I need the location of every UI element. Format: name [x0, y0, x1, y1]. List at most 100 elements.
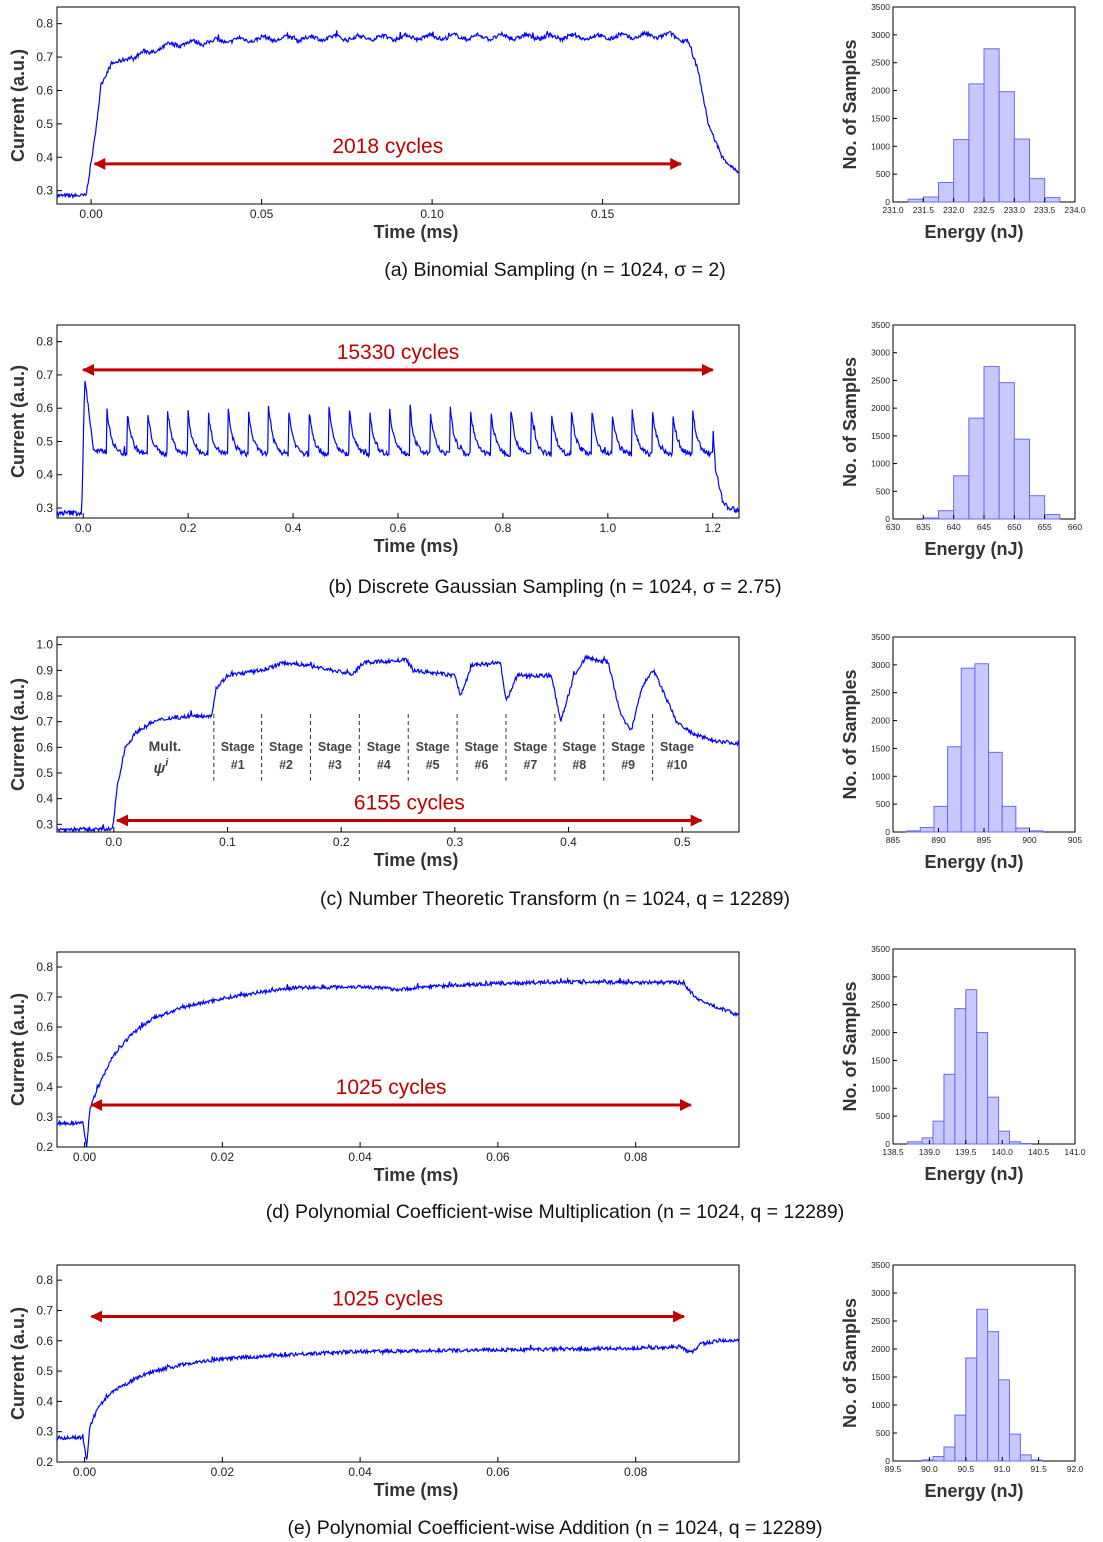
- hist-x-tick-label: 140.0: [992, 1147, 1014, 1157]
- stage-label: Stage: [318, 740, 352, 754]
- hist-y-tick-label: 2000: [871, 716, 890, 726]
- trace-axes-frame: [56, 324, 740, 519]
- histogram-bar: [1044, 514, 1061, 520]
- hist-y-tick-label: 500: [876, 1428, 890, 1438]
- histogram-b: 0 500 1000 1500 2000 2500 3000 3500 630 635 640 645…: [840, 320, 1082, 559]
- panel-d: 0.2 0.3 0.4 0.5 0.6 0.7 0.8 0.00 0.02 0.04 0.06 0.0…: [8, 944, 1086, 1223]
- y-tick-label: 0.8: [36, 689, 53, 703]
- stage-number: #8: [572, 758, 586, 772]
- histogram-bar: [1029, 495, 1046, 520]
- histogram-bar: [998, 1379, 1010, 1462]
- panel-caption: (b) Discrete Gaussian Sampling (n = 1024…: [328, 576, 781, 598]
- panel-a: 0.3 0.4 0.5 0.6 0.7 0.8 0.00 0.05 0.10 0.15 2018 c…: [8, 2, 1086, 281]
- psi-base: ψ: [154, 760, 166, 777]
- hist-x-tick-label: 140.5: [1028, 1147, 1050, 1157]
- y-tick-label: 0.4: [36, 792, 53, 806]
- hist-y-tick-label: 500: [876, 169, 890, 179]
- current-trace-line: [56, 976, 740, 1148]
- hist-x-tick-label: 640: [947, 522, 961, 532]
- histogram-bar: [938, 510, 955, 520]
- hist-y-tick-label: 0: [885, 1139, 890, 1149]
- histogram-a: 0 500 1000 1500 2000 2500 3000 3500 231.0 231.5 23…: [840, 2, 1086, 242]
- histogram-bar: [938, 182, 955, 203]
- hist-y-tick-label: 0: [885, 514, 890, 524]
- hist-x-tick-label: 234.0: [1064, 205, 1086, 215]
- current-trace-line: [56, 654, 740, 834]
- y-tick-label: 0.3: [36, 184, 53, 198]
- stage-label: Stage: [513, 740, 547, 754]
- trace-y-axis-label: Current (a.u.): [8, 678, 28, 791]
- hist-x-tick-label: 91.5: [1030, 1464, 1047, 1474]
- hist-y-tick-label: 0: [885, 827, 890, 837]
- y-tick-label: 0.4: [36, 150, 53, 164]
- hist-x-axis-label: Energy (nJ): [924, 1164, 1023, 1184]
- x-tick-label: 0.0: [105, 835, 122, 849]
- x-tick-label: 0.4: [560, 835, 577, 849]
- cycles-label: 1025 cycles: [332, 1288, 443, 1311]
- x-tick-label: 0.02: [211, 1465, 235, 1479]
- panel-caption: (d) Polynomial Coefficient-wise Multipli…: [266, 1201, 844, 1223]
- trace-y-axis-label: Current (a.u.): [8, 49, 28, 162]
- y-tick-label: 0.7: [36, 990, 53, 1004]
- cycles-label: 1025 cycles: [336, 1076, 447, 1099]
- x-tick-label: 0.05: [250, 207, 274, 221]
- histogram-bar: [965, 1357, 978, 1462]
- hist-x-tick-label: 895: [977, 835, 991, 845]
- hist-y-tick-label: 2000: [871, 86, 890, 96]
- hist-x-tick-label: 138.5: [882, 1147, 904, 1157]
- y-tick-label: 0.3: [36, 1425, 53, 1439]
- hist-y-tick-label: 1500: [871, 431, 890, 441]
- histogram-bar: [998, 382, 1015, 520]
- histogram-bar: [976, 1032, 989, 1145]
- histogram-bar: [954, 1008, 967, 1145]
- histogram-bar: [983, 366, 1000, 520]
- hist-x-tick-label: 655: [1038, 522, 1052, 532]
- cycles-label: 15330 cycles: [337, 341, 460, 364]
- y-tick-label: 0.3: [36, 1110, 53, 1124]
- y-tick-label: 0.6: [36, 1020, 53, 1034]
- stage-label: Stage: [416, 740, 450, 754]
- hist-y-tick-label: 1000: [871, 459, 890, 469]
- hist-y-tick-label: 3500: [871, 2, 890, 12]
- trace-plot-a: 0.3 0.4 0.5 0.6 0.7 0.8 0.00 0.05 0.10 0.15 2018 c…: [8, 6, 740, 242]
- y-tick-label: 0.4: [36, 1080, 53, 1094]
- histogram-bar: [953, 139, 970, 203]
- hist-y-tick-label: 2500: [871, 688, 890, 698]
- x-tick-label: 0.0: [75, 521, 92, 535]
- hist-x-tick-label: 89.5: [885, 1464, 902, 1474]
- histogram-bar: [1013, 138, 1030, 203]
- hist-x-axis-label: Energy (nJ): [924, 539, 1023, 559]
- mult-label: Mult.: [149, 738, 182, 754]
- hist-x-tick-label: 233.5: [1034, 205, 1056, 215]
- hist-y-axis-label: No. of Samples: [840, 1298, 860, 1428]
- hist-x-tick-label: 139.5: [955, 1147, 977, 1157]
- x-tick-label: 0.2: [180, 521, 197, 535]
- hist-x-tick-label: 890: [931, 835, 945, 845]
- x-tick-label: 0.5: [674, 835, 691, 849]
- y-tick-label: 0.6: [36, 740, 53, 754]
- x-tick-label: 0.1: [219, 835, 236, 849]
- histogram-bar: [1019, 1454, 1032, 1462]
- x-tick-label: 1.0: [600, 521, 617, 535]
- hist-x-tick-label: 905: [1068, 835, 1082, 845]
- y-tick-label: 0.5: [36, 1364, 53, 1378]
- hist-x-axis-label: Energy (nJ): [924, 1481, 1023, 1501]
- x-tick-label: 1.2: [704, 521, 721, 535]
- trace-x-axis-label: Time (ms): [374, 1165, 459, 1185]
- histogram-bar: [1044, 197, 1061, 203]
- histogram-bar: [987, 1096, 1000, 1145]
- x-tick-label: 0.6: [390, 521, 407, 535]
- hist-y-axis-label: No. of Samples: [840, 357, 860, 487]
- hist-x-tick-label: 900: [1022, 835, 1036, 845]
- histogram-bar: [987, 1331, 1000, 1462]
- hist-y-tick-label: 3500: [871, 320, 890, 330]
- x-tick-label: 0.06: [486, 1150, 510, 1164]
- histogram-bar: [947, 746, 962, 833]
- hist-x-tick-label: 660: [1068, 522, 1082, 532]
- trace-x-axis-label: Time (ms): [374, 222, 459, 242]
- hist-y-tick-label: 3000: [871, 348, 890, 358]
- y-tick-label: 0.6: [36, 83, 53, 97]
- y-tick-label: 0.5: [36, 117, 53, 131]
- trace-axes-frame: [56, 951, 740, 1148]
